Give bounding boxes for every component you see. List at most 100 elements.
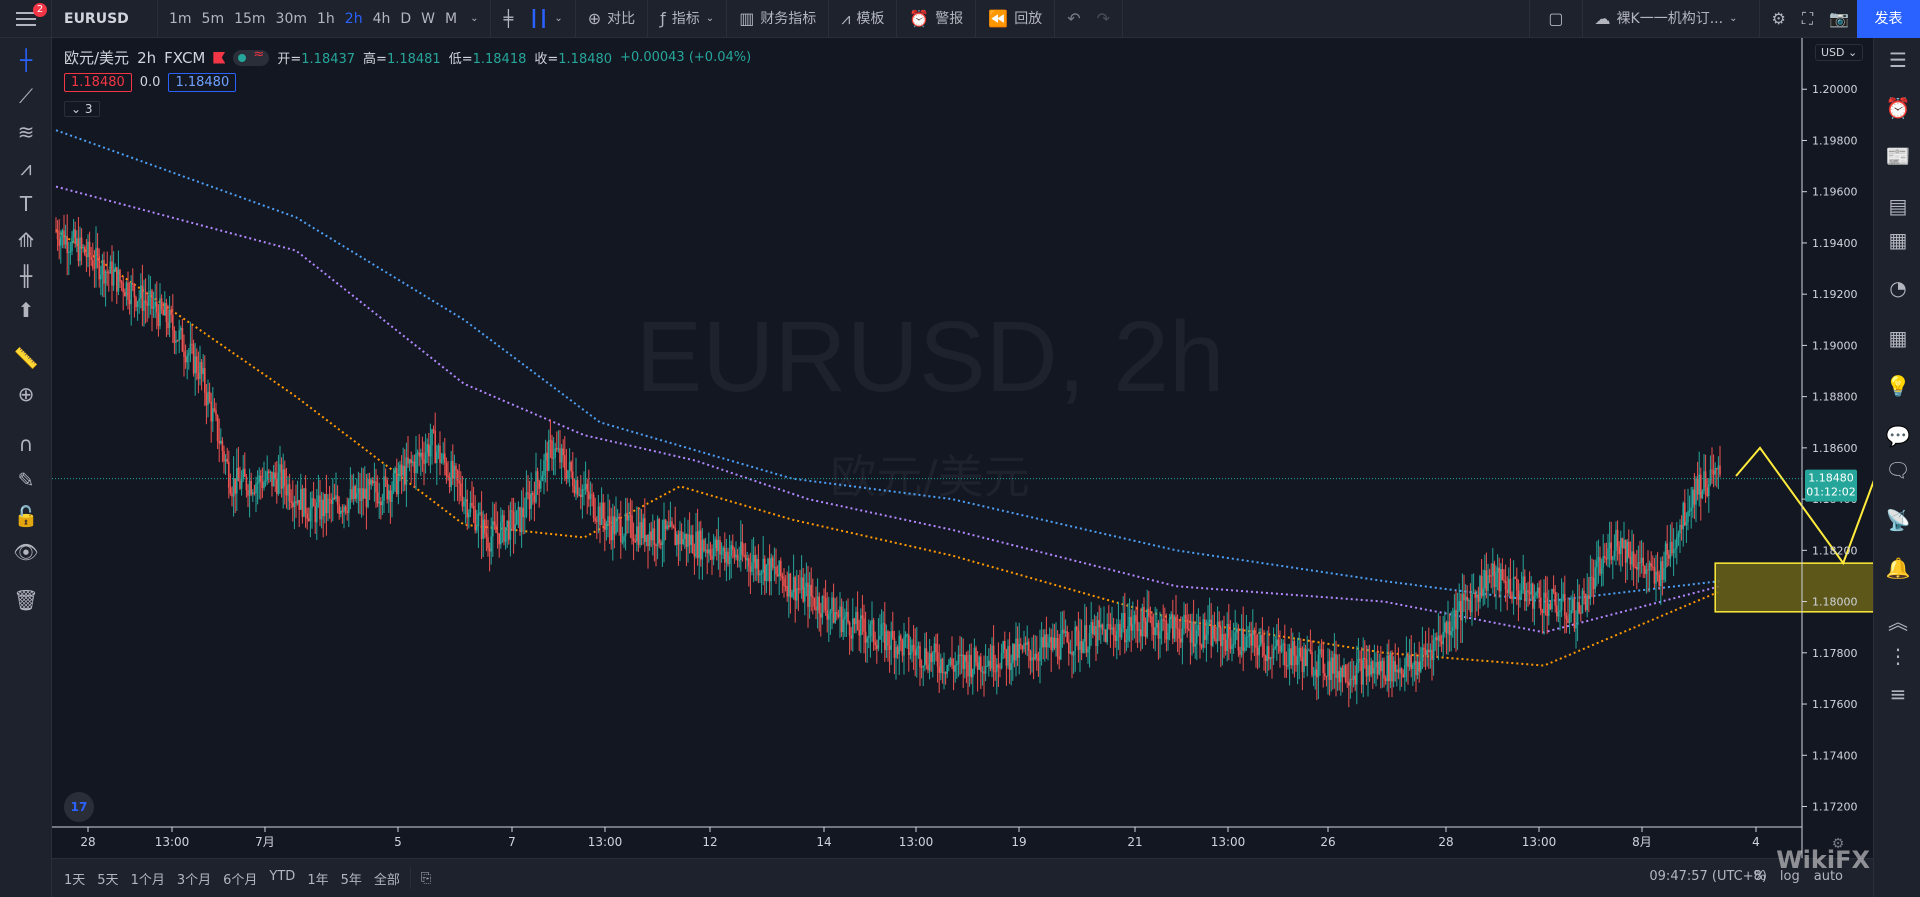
- data-window-icon[interactable]: ▤: [1888, 194, 1908, 218]
- candle-body: [754, 555, 756, 569]
- moving-average-line-1[interactable]: [55, 185, 1721, 634]
- range-button-0[interactable]: 1天: [64, 872, 86, 888]
- market-status-toggle[interactable]: [233, 47, 270, 66]
- range-button-4[interactable]: 6个月: [223, 872, 258, 888]
- auto-scale-toggle[interactable]: auto: [1813, 869, 1843, 884]
- chat-icon[interactable]: 💬: [1885, 424, 1911, 448]
- zoom-in-tool-icon[interactable]: ⊕: [17, 382, 35, 406]
- range-button-1[interactable]: 5天: [97, 872, 119, 888]
- tradingview-logo-icon[interactable]: 17: [64, 792, 94, 822]
- indicators-collapse-button[interactable]: ⌄ 3: [64, 101, 100, 117]
- range-button-8[interactable]: 全部: [373, 872, 400, 888]
- text-tool-icon[interactable]: T: [19, 192, 33, 216]
- lock-tool-icon[interactable]: 🔓: [13, 504, 39, 528]
- snapshot-button[interactable]: 📷: [1821, 0, 1857, 38]
- chart-area[interactable]: EURUSD, 2h 欧元/美元 1.17200 1.17400 1.17600 1.…: [52, 38, 1873, 858]
- fib-tool-icon[interactable]: ≋: [17, 120, 35, 144]
- compare-button[interactable]: ⊕ 对比: [580, 0, 643, 38]
- news-icon[interactable]: 📰: [1885, 144, 1911, 168]
- candle-body: [1448, 621, 1451, 636]
- templates-button[interactable]: ⩘ 模板: [833, 0, 892, 38]
- range-button-3[interactable]: 3个月: [176, 872, 212, 888]
- stay-drawing-tool-icon[interactable]: ✎: [17, 468, 35, 492]
- settings-button[interactable]: ⚙: [1764, 0, 1794, 38]
- interval-5[interactable]: 2h: [344, 10, 363, 27]
- candle-style-button[interactable]: ┃┃ ⌄: [521, 0, 571, 38]
- undo-button[interactable]: ↶: [1059, 0, 1088, 38]
- pattern-tool-icon[interactable]: ⩘: [20, 156, 32, 180]
- ruler-tool-icon[interactable]: 📏: [13, 346, 39, 370]
- forecast-tool-icon[interactable]: ╫: [19, 264, 33, 288]
- dom-icon[interactable]: ⋮: [1888, 644, 1908, 668]
- replay-button[interactable]: ⏪ 回放: [980, 0, 1050, 38]
- calendar-list-icon[interactable]: ▦: [1888, 228, 1908, 252]
- prediction-tool-icon[interactable]: ⟰: [17, 228, 35, 252]
- broadcast-icon[interactable]: 📡: [1885, 508, 1911, 532]
- watchlist-icon[interactable]: ☰: [1889, 48, 1907, 72]
- crosshair-tool-icon[interactable]: ┼: [19, 48, 33, 72]
- trash-tool-icon[interactable]: 🗑: [13, 588, 39, 612]
- interval-6[interactable]: 4h: [372, 10, 391, 27]
- candle-body: [655, 544, 657, 547]
- arrow-up-tool-icon[interactable]: ⬆: [17, 298, 35, 322]
- moving-average-line-0[interactable]: [55, 229, 1721, 667]
- support-zone[interactable]: [1714, 562, 1873, 613]
- interval-8[interactable]: W: [421, 10, 435, 27]
- streams-chat-icon[interactable]: 🗨: [1885, 458, 1911, 482]
- support-zone-rect[interactable]: [1714, 562, 1873, 613]
- alert-button[interactable]: ⏰ 警报: [901, 0, 971, 38]
- notification-bell-icon[interactable]: 🔔: [1885, 556, 1911, 580]
- interval-3[interactable]: 30m: [275, 10, 307, 27]
- price-axis[interactable]: 1.17200 1.17400 1.17600 1.17800 1.18000 1.182…: [1802, 83, 1858, 814]
- candle-body: [1111, 627, 1113, 630]
- log-scale-toggle[interactable]: log: [1779, 869, 1800, 884]
- candle-body: [1047, 642, 1049, 648]
- interval-2[interactable]: 15m: [234, 10, 266, 27]
- chart-canvas[interactable]: EURUSD, 2h 欧元/美元 1.172001.174001.176001.…: [52, 38, 1873, 858]
- financials-button[interactable]: ▥ 财务指标: [731, 0, 824, 38]
- bar-style-button[interactable]: ╪: [495, 0, 521, 38]
- layout-select-button[interactable]: ▢: [1534, 0, 1577, 38]
- candle-body: [205, 392, 208, 406]
- candle-body: [1687, 511, 1689, 523]
- interval-dropdown-button[interactable]: ⌄: [462, 0, 486, 38]
- candle-body: [706, 549, 708, 554]
- time-axis[interactable]: 28 13:00 7月 5 7 13:00 12 14 13:00 19 21 13:00 26 28 13…: [80, 827, 1760, 849]
- sell-price-button[interactable]: 1.18480: [64, 73, 132, 92]
- percent-scale-toggle[interactable]: %: [1753, 869, 1766, 884]
- ideas-bulb-icon[interactable]: 💡: [1885, 374, 1911, 398]
- goto-date-button[interactable]: ⎘: [415, 871, 437, 886]
- buy-price-button[interactable]: 1.18480: [168, 73, 237, 92]
- range-button-2[interactable]: 1个月: [130, 872, 165, 888]
- publish-button[interactable]: 发表: [1857, 0, 1920, 38]
- interval-1[interactable]: 5m: [201, 10, 225, 27]
- trend-line-tool-icon[interactable]: ⟋: [19, 84, 33, 108]
- economic-calendar-icon[interactable]: ▦: [1888, 326, 1908, 350]
- interval-7[interactable]: D: [400, 10, 412, 27]
- magnet-tool-icon[interactable]: ∩: [18, 432, 34, 456]
- range-button-6[interactable]: 1年: [307, 872, 329, 888]
- interval-4[interactable]: 1h: [317, 10, 335, 27]
- candle-body: [1704, 471, 1707, 488]
- redo-button[interactable]: ↷: [1089, 0, 1118, 38]
- currency-select[interactable]: USD ⌄: [1815, 44, 1864, 61]
- hotlist-icon[interactable]: ◔: [1889, 276, 1907, 300]
- interval-0[interactable]: 1m: [169, 10, 192, 27]
- indicators-button[interactable]: ƒ 指标 ⌄: [652, 0, 722, 38]
- time-axis-settings-icon[interactable]: ⚙: [1832, 836, 1845, 852]
- eye-tool-icon[interactable]: 👁: [13, 540, 39, 564]
- range-button-7[interactable]: 5年: [340, 872, 362, 888]
- main-menu-button[interactable]: 2: [0, 0, 52, 38]
- candle-body: [832, 597, 835, 623]
- flag-icon[interactable]: [213, 51, 226, 64]
- trading-panel-icon[interactable]: ︽: [1888, 610, 1908, 634]
- range-button-5[interactable]: YTD: [269, 868, 296, 884]
- saved-layout-button[interactable]: ☁ 裸K一一机构订... ⌄: [1587, 0, 1755, 38]
- clock-timezone[interactable]: 09:47:57 (UTC+8): [1649, 869, 1767, 884]
- candle-body: [543, 460, 545, 476]
- fullscreen-button[interactable]: ⛶: [1794, 0, 1821, 38]
- symbol-search-button[interactable]: EURUSD: [52, 0, 158, 38]
- alerts-clock-icon[interactable]: ⏰: [1885, 96, 1911, 120]
- object-tree-icon[interactable]: ≡: [1889, 682, 1907, 706]
- interval-9[interactable]: M: [444, 10, 458, 27]
